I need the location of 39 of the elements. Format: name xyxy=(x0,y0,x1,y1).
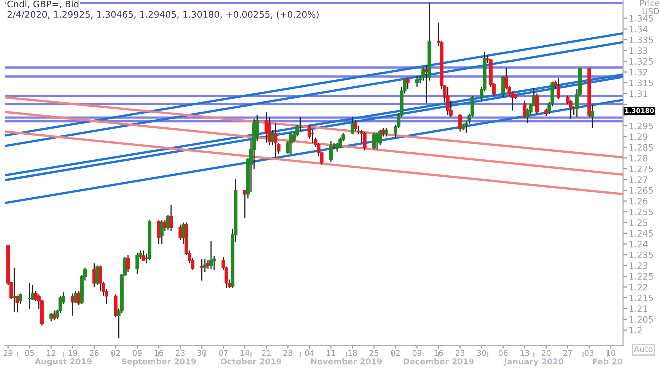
y-tick-label: 1.215 xyxy=(630,294,654,302)
y-tick-label: 1.325 xyxy=(630,58,654,65)
y-tick-label: 1.34 xyxy=(630,26,648,33)
x2-tick-label: Feb 20 xyxy=(593,358,623,365)
x2-tick-label: August 2019 xyxy=(35,358,92,366)
y-tick-label: 1.255 xyxy=(630,208,654,216)
y-tick-label: 1.28 xyxy=(630,155,648,162)
x2-tick-label: September 2019 xyxy=(122,358,196,366)
text: 2/4/2020, 1.29925, 1.30465, 1.29405, 1.30180, +0.00255, (+0.20%) xyxy=(8,11,319,20)
y-tick-label: 1.21 xyxy=(630,306,648,312)
y-tick-label: 1.31 xyxy=(630,90,648,98)
y-tick-label: 1.26 xyxy=(630,198,648,205)
y-tick-label: 1.295 xyxy=(630,122,654,130)
y-tick-label: 1.205 xyxy=(630,316,654,323)
y-tick-label: 1.27 xyxy=(630,176,648,184)
y-tick-label: 1.285 xyxy=(630,144,654,151)
y-tick-label: 1.33 xyxy=(630,48,648,54)
y-tick-label: 1.245 xyxy=(630,230,654,237)
y-tick-label: 1.24 xyxy=(630,241,648,248)
y-tick-label: 1.265 xyxy=(630,187,654,194)
x2-tick-label: October 2019 xyxy=(220,358,282,365)
x2-tick-label: November 2019 xyxy=(311,358,382,365)
y-tick-label: 1.23 xyxy=(630,262,648,270)
y-tick-label: 1.235 xyxy=(630,252,654,258)
y-tick-label: 1.2 xyxy=(630,327,642,334)
y-tick-label: 1.335 xyxy=(630,36,654,44)
y-tick-label: 1.25 xyxy=(630,220,648,226)
y-tick-label: 1.345 xyxy=(630,15,654,22)
y-tick-label: 1.22 xyxy=(630,284,648,291)
y-tick-label: 1.225 xyxy=(630,273,654,280)
x2-tick-label: December 2019 xyxy=(404,358,474,365)
chart-title: Cndl, GBP=, Bid xyxy=(8,0,79,9)
y-tick-label: 1.32 xyxy=(630,69,648,76)
x2-tick-label: January 2020 xyxy=(504,358,564,366)
y-tick-label: 1.29 xyxy=(630,134,648,140)
y-tick-label: 1.275 xyxy=(630,166,654,172)
y-tick-label: 1.315 xyxy=(630,80,654,86)
text: Auto xyxy=(634,346,653,352)
y-axis-title: Price USD xyxy=(640,0,660,15)
